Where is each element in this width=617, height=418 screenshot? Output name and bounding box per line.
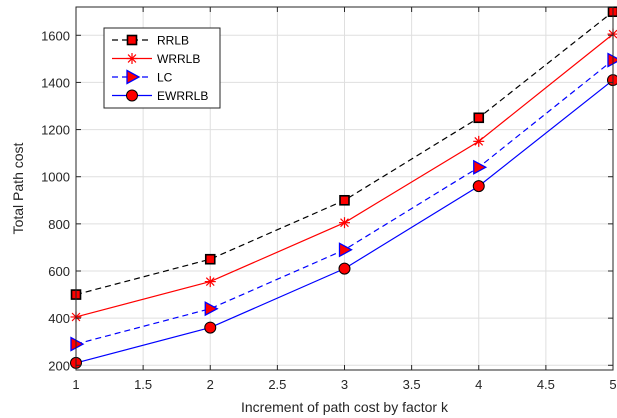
x-tick-label: 1: [72, 377, 79, 392]
legend-marker-lc: [126, 69, 141, 85]
series-ewrrlb-point: [472, 180, 485, 193]
y-tick-label: 200: [48, 358, 70, 373]
series-rrlb-point: [204, 253, 216, 265]
x-tick-label: 2.5: [268, 377, 286, 392]
asterisk-stroke: [340, 218, 349, 228]
series-wrrlb-point: [204, 276, 216, 288]
x-tick-label: 3: [341, 377, 348, 392]
x-tick-label: 1.5: [134, 377, 152, 392]
asterisk-stroke: [474, 136, 484, 146]
series-lc-point: [204, 301, 219, 317]
x-tick-label: 3.5: [403, 377, 421, 392]
series-lc-point: [70, 336, 85, 352]
y-tick-label: 1200: [41, 123, 70, 138]
series-ewrrlb-point: [338, 262, 351, 275]
series-rrlb-point: [473, 112, 485, 124]
series-ewrrlb-point: [204, 321, 217, 334]
legend-label-lc: LC: [157, 71, 173, 85]
series-wrrlb-point: [339, 217, 350, 229]
axis-ticks: 1 1.5 2 2.5 3 3.5 4 4.5 5 200 400 600 800 1000 1200 140…: [41, 7, 617, 392]
x-tick-label: 4: [475, 377, 482, 392]
series-wrrlb-point: [473, 135, 485, 147]
series-ewrrlb-point: [607, 74, 617, 87]
x-tick-label: 5: [609, 377, 616, 392]
legend-marker-rrlb: [126, 34, 138, 46]
legend-label-wrrlb: WRRLB: [157, 52, 200, 66]
legend-label-ewrrlb: EWRRLB: [157, 89, 208, 103]
legend-marker-wrrlb: [126, 53, 138, 64]
series-lc-point: [473, 159, 488, 175]
legend-box: [103, 27, 221, 109]
y-tick-label: 400: [48, 311, 70, 326]
y-tick-label: 800: [48, 217, 70, 232]
series-lc-point: [338, 242, 353, 258]
legend-marker-ewrrlb: [126, 89, 138, 102]
y-tick-label: 600: [48, 264, 70, 279]
x-axis-label: Increment of path cost by factor k: [241, 399, 449, 415]
y-axis-label: Total Path cost: [10, 142, 26, 234]
plot-series: [70, 6, 617, 369]
x-tick-label: 2: [207, 377, 214, 392]
series-rrlb-point: [339, 194, 350, 206]
y-tick-label: 1400: [41, 75, 70, 90]
legend: RRLB WRRLB LC EWRRLB: [103, 27, 221, 109]
x-tick-label: 4.5: [537, 377, 555, 392]
asterisk-stroke: [205, 277, 215, 286]
legend-label-rrlb: RRLB: [157, 34, 189, 48]
asterisk-stroke: [127, 54, 137, 63]
y-tick-label: 1600: [41, 28, 70, 43]
y-tick-label: 1000: [41, 170, 70, 185]
